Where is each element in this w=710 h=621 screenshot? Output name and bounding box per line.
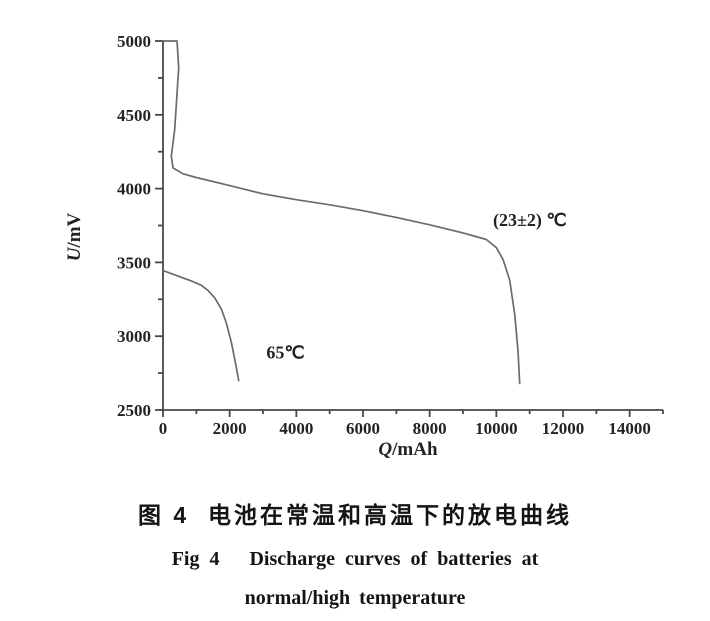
y-axis-title: U/mV xyxy=(64,212,85,261)
x-tick-label: 0 xyxy=(159,419,168,438)
x-tick-label: 6000 xyxy=(346,419,380,438)
caption-english-line2: normal/high temperature xyxy=(244,587,466,609)
caption-english-line1: Fig 4 Discharge curves of batteries at xyxy=(171,548,539,570)
y-tick-label: 4500 xyxy=(117,106,151,125)
y-tick-label: 3500 xyxy=(117,253,151,272)
series-curve-1 xyxy=(162,269,240,382)
x-axis-title: Q/mAh xyxy=(378,439,438,460)
x-tick-label: 14000 xyxy=(608,419,651,438)
series-label-1: 65℃ xyxy=(266,342,304,362)
series-curve-0 xyxy=(162,40,521,385)
x-tick-label: 2000 xyxy=(213,419,247,438)
y-tick-label: 4000 xyxy=(117,180,151,199)
x-tick-label: 12000 xyxy=(542,419,585,438)
discharge-curve-chart: 0 2000 4000 6000 8000 10000 12000 14000 2500 3000… xyxy=(64,32,664,460)
x-tick-label: 10000 xyxy=(475,419,518,438)
series-label-0: (23±2) ℃ xyxy=(493,210,567,231)
y-tick-label: 5000 xyxy=(117,32,151,51)
y-tick-label: 2500 xyxy=(117,401,151,420)
caption-chinese: 图 4 电池在常温和高温下的放电曲线 xyxy=(138,502,572,528)
x-tick-label: 8000 xyxy=(413,419,447,438)
x-tick-label: 4000 xyxy=(279,419,313,438)
y-tick-label: 3000 xyxy=(117,327,151,346)
